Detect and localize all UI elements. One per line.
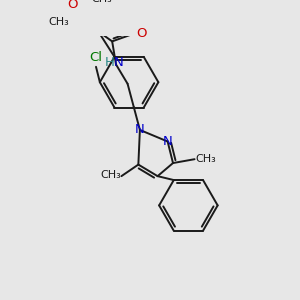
Text: CH₃: CH₃ xyxy=(48,17,69,27)
Text: O: O xyxy=(68,0,78,11)
Text: N: N xyxy=(135,123,145,136)
Text: H: H xyxy=(105,56,115,69)
Text: N: N xyxy=(114,56,124,69)
Text: Cl: Cl xyxy=(89,51,103,64)
Text: O: O xyxy=(136,27,147,40)
Text: CH₃: CH₃ xyxy=(100,169,121,180)
Text: N: N xyxy=(163,135,172,148)
Text: CH₃: CH₃ xyxy=(91,0,112,4)
Text: CH₃: CH₃ xyxy=(195,154,216,164)
